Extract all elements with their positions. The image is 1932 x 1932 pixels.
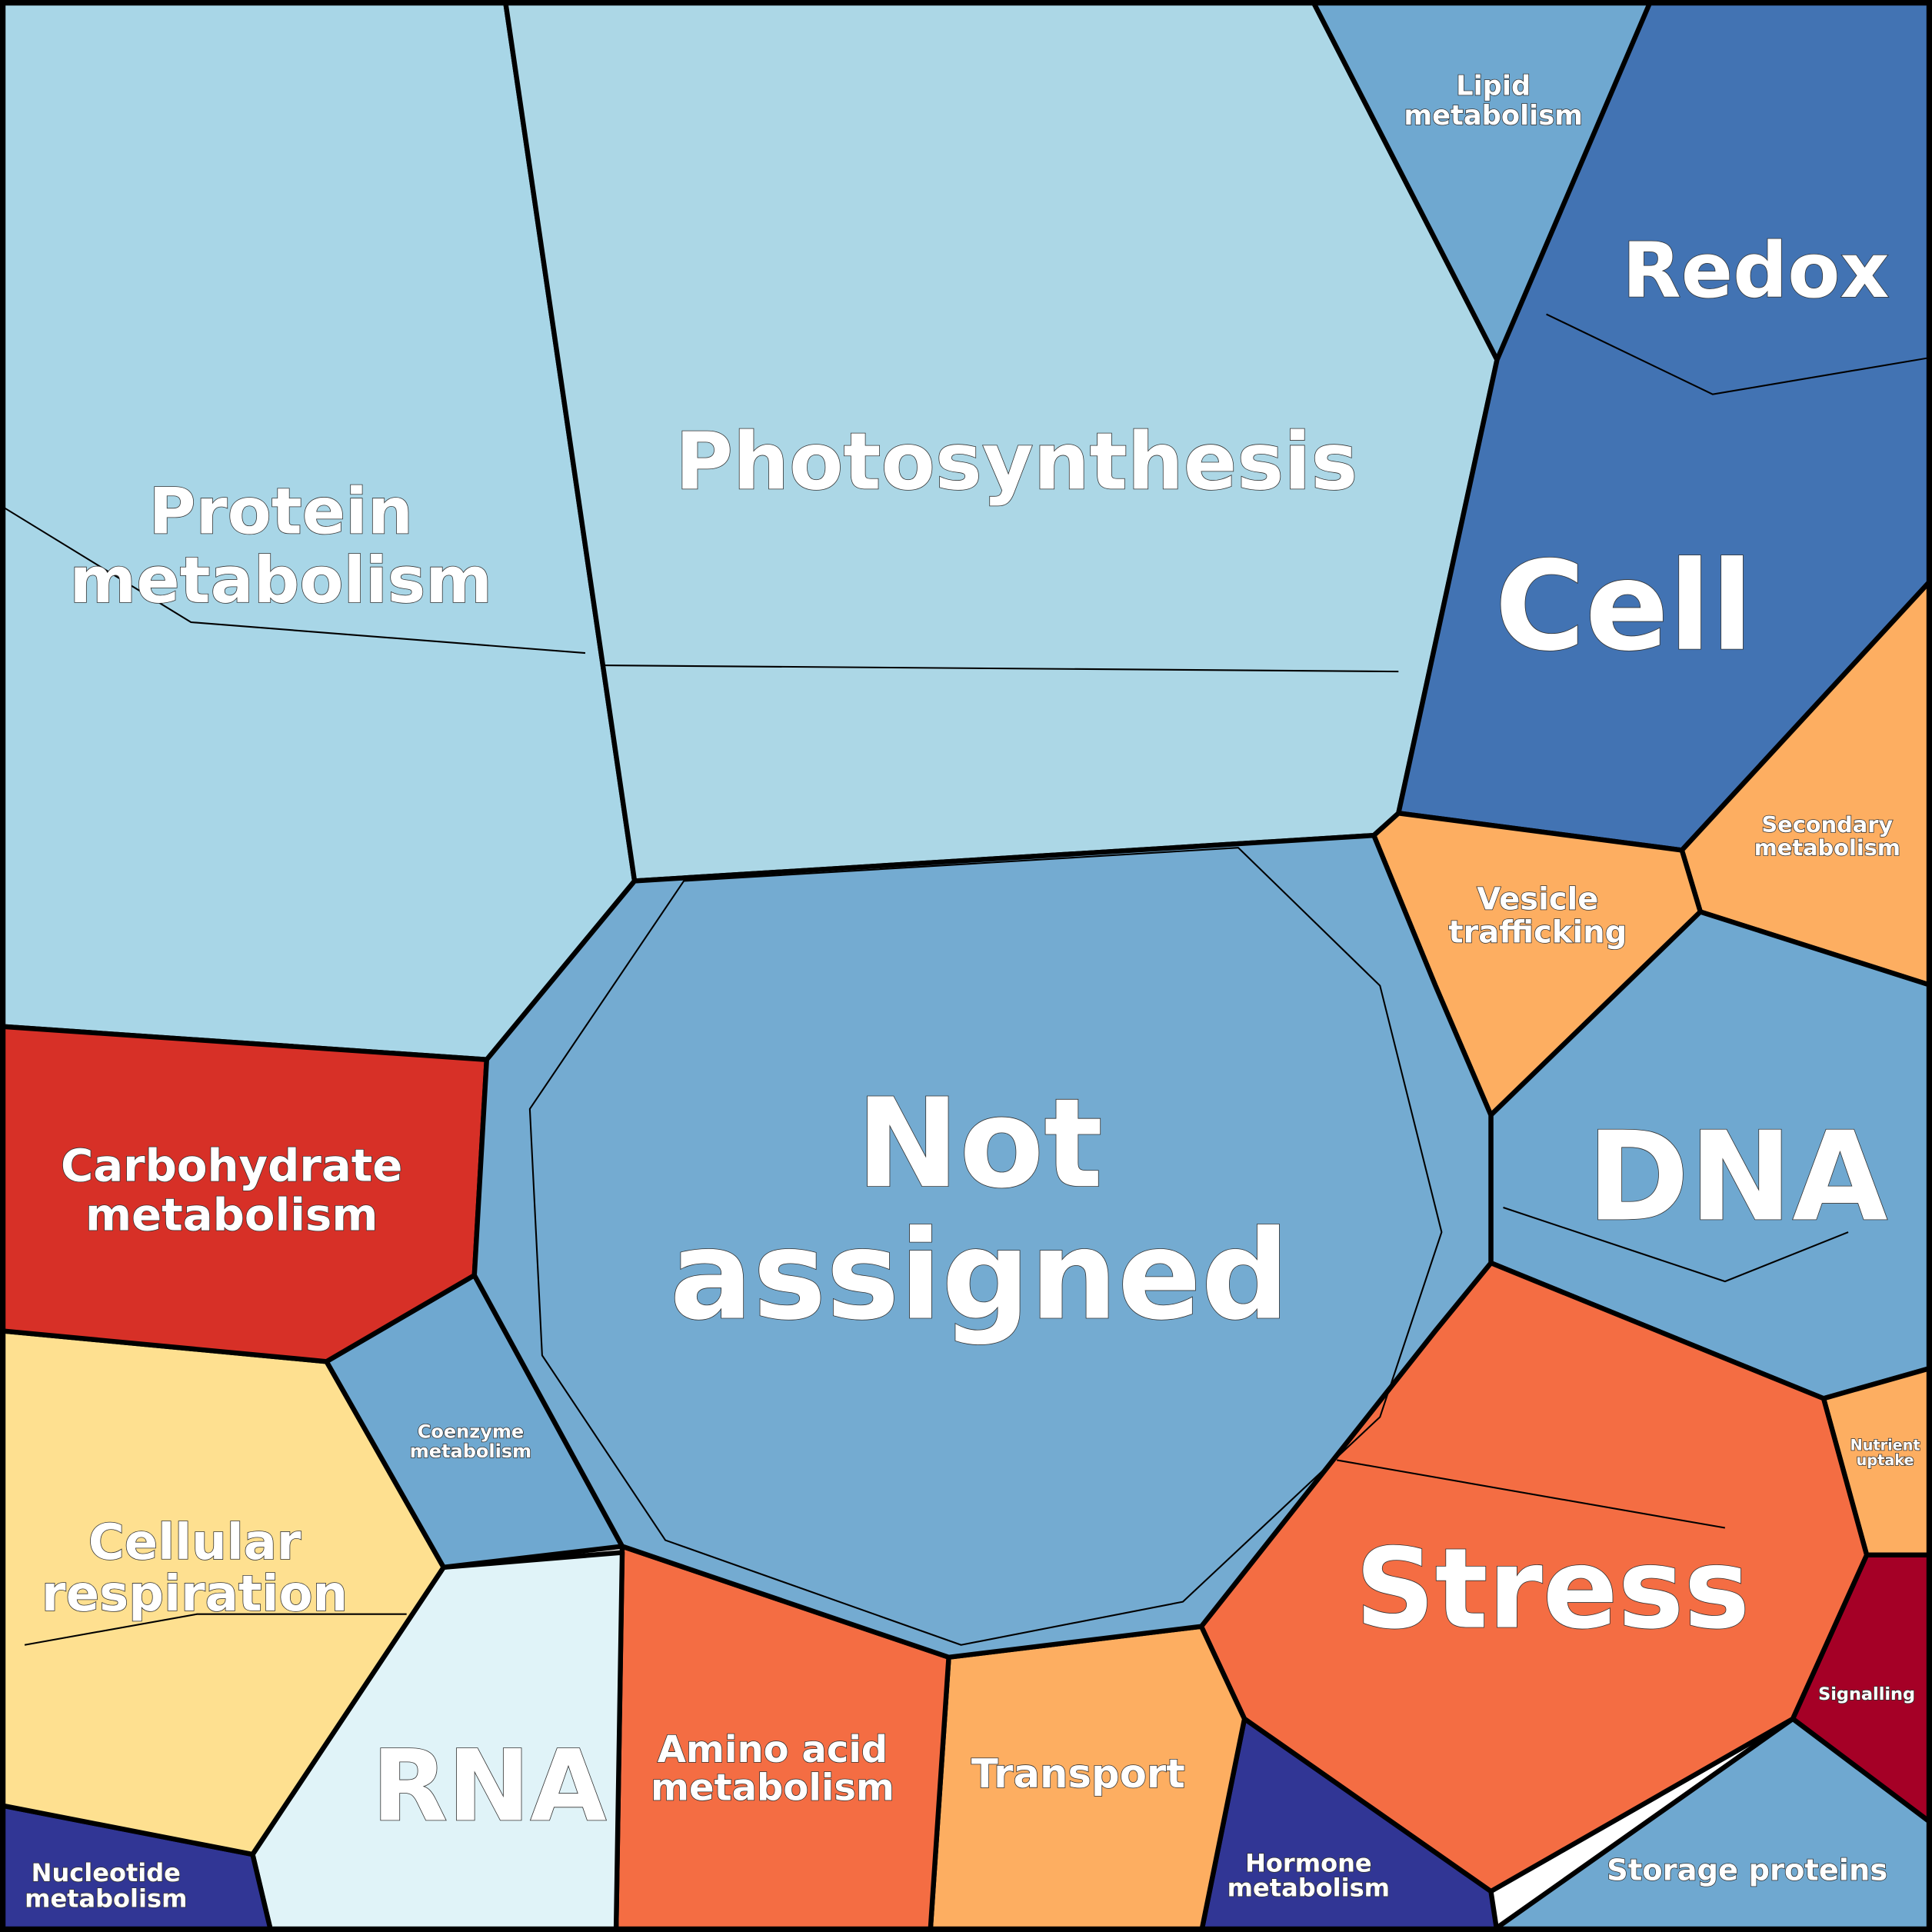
region-label: Nucleotide — [32, 1858, 181, 1887]
region-label: Coenzyme — [418, 1421, 524, 1443]
region-label: Cell — [1494, 535, 1753, 678]
region-not-assigned — [471, 832, 1494, 1660]
region-label: Secondary — [1761, 811, 1893, 838]
region-label: Transport — [971, 1751, 1185, 1797]
region-label: Signalling — [1818, 1684, 1915, 1704]
region-label: Lipid — [1456, 71, 1531, 102]
region-storage-proteins — [1488, 1716, 1932, 1932]
region-label: metabolism — [1404, 100, 1583, 132]
region-label: Not — [856, 1071, 1103, 1215]
region-label: Hormone — [1245, 1848, 1372, 1877]
region-label: RNA — [371, 1729, 606, 1844]
region-label: metabolism — [1754, 834, 1900, 861]
region-label: DNA — [1587, 1104, 1887, 1248]
region-label: Nutrient — [1850, 1437, 1920, 1454]
region-label: respiration — [42, 1566, 348, 1623]
region-label: metabolism — [651, 1767, 894, 1810]
inner-cell — [24, 1613, 407, 1646]
region-label: Stress — [1355, 1525, 1750, 1654]
region-label: Photosynthesis — [675, 416, 1358, 508]
region-label: metabolism — [25, 1884, 187, 1914]
region-label: Carbohydrate — [61, 1140, 402, 1192]
inner-cell — [1503, 1207, 1849, 1283]
region-label: metabolism — [69, 543, 492, 618]
region-label: metabolism — [410, 1441, 531, 1462]
region-label: metabolism — [85, 1189, 378, 1241]
region-label: Redox — [1622, 227, 1889, 315]
inner-cell — [528, 847, 1443, 1646]
inner-cell — [1546, 313, 1932, 395]
inner-cell — [1337, 1459, 1726, 1529]
region-carbohydrate-metabolism — [0, 1024, 490, 1364]
labels: PhotosynthesisProteinmetabolismLipidmeta… — [24, 70, 1920, 1914]
inner-cell — [0, 504, 586, 655]
region-label: Protein — [148, 474, 413, 548]
region-label: Amino acid — [658, 1728, 888, 1771]
region-label: uptake — [1857, 1451, 1914, 1469]
region-label: Storage proteins — [1607, 1853, 1887, 1887]
region-label: Vesicle — [1477, 881, 1598, 917]
cell-lines — [0, 313, 1932, 1646]
region-label: metabolism — [1227, 1873, 1390, 1902]
region-label: assigned — [670, 1204, 1290, 1347]
region-label: Cellular — [88, 1514, 301, 1571]
region-label: trafficking — [1448, 915, 1627, 951]
inner-cell — [603, 665, 1399, 673]
